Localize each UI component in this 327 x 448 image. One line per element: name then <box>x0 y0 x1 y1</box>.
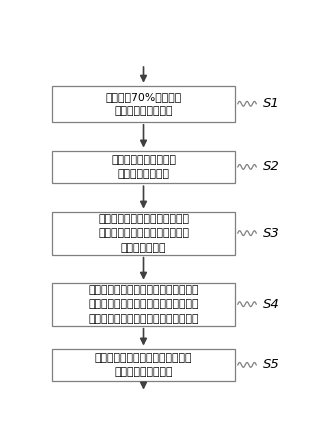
Text: 再用高纯压缩空气对半成品进行吹扫，
除去半成品内残留的，所得到的成品经
过成品冷却器再次冷却后进入成品储槽: 再用高纯压缩空气对半成品进行吹扫， 除去半成品内残留的，所得到的成品经 过成品冷… <box>88 285 199 323</box>
Text: 采用饱和蒸汽对再沸器加热，加
热产生的硝酸蒸汽经过蒸汽冷凝
器后得到半成品: 采用饱和蒸汽对再沸器加热，加 热产生的硝酸蒸汽经过蒸汽冷凝 器后得到半成品 <box>98 214 189 253</box>
Text: 提供浓度70%左右的化
学纯试剂级硝酸原料: 提供浓度70%左右的化 学纯试剂级硝酸原料 <box>105 91 181 116</box>
Text: S3: S3 <box>263 227 279 240</box>
Bar <box>52 211 235 255</box>
Text: 经过超滤去除颗粒后得到最终的应
用于电子行业的硝酸: 经过超滤去除颗粒后得到最终的应 用于电子行业的硝酸 <box>95 353 192 377</box>
Bar <box>52 151 235 183</box>
Bar <box>52 349 235 381</box>
Text: S4: S4 <box>263 298 279 311</box>
Text: 经过微滤进入预热器预
热后进入再沸器内: 经过微滤进入预热器预 热后进入再沸器内 <box>111 155 176 179</box>
Bar <box>52 86 235 122</box>
Bar <box>52 283 235 326</box>
Text: S2: S2 <box>263 160 279 173</box>
Text: S5: S5 <box>263 358 279 371</box>
Text: S1: S1 <box>263 97 279 110</box>
